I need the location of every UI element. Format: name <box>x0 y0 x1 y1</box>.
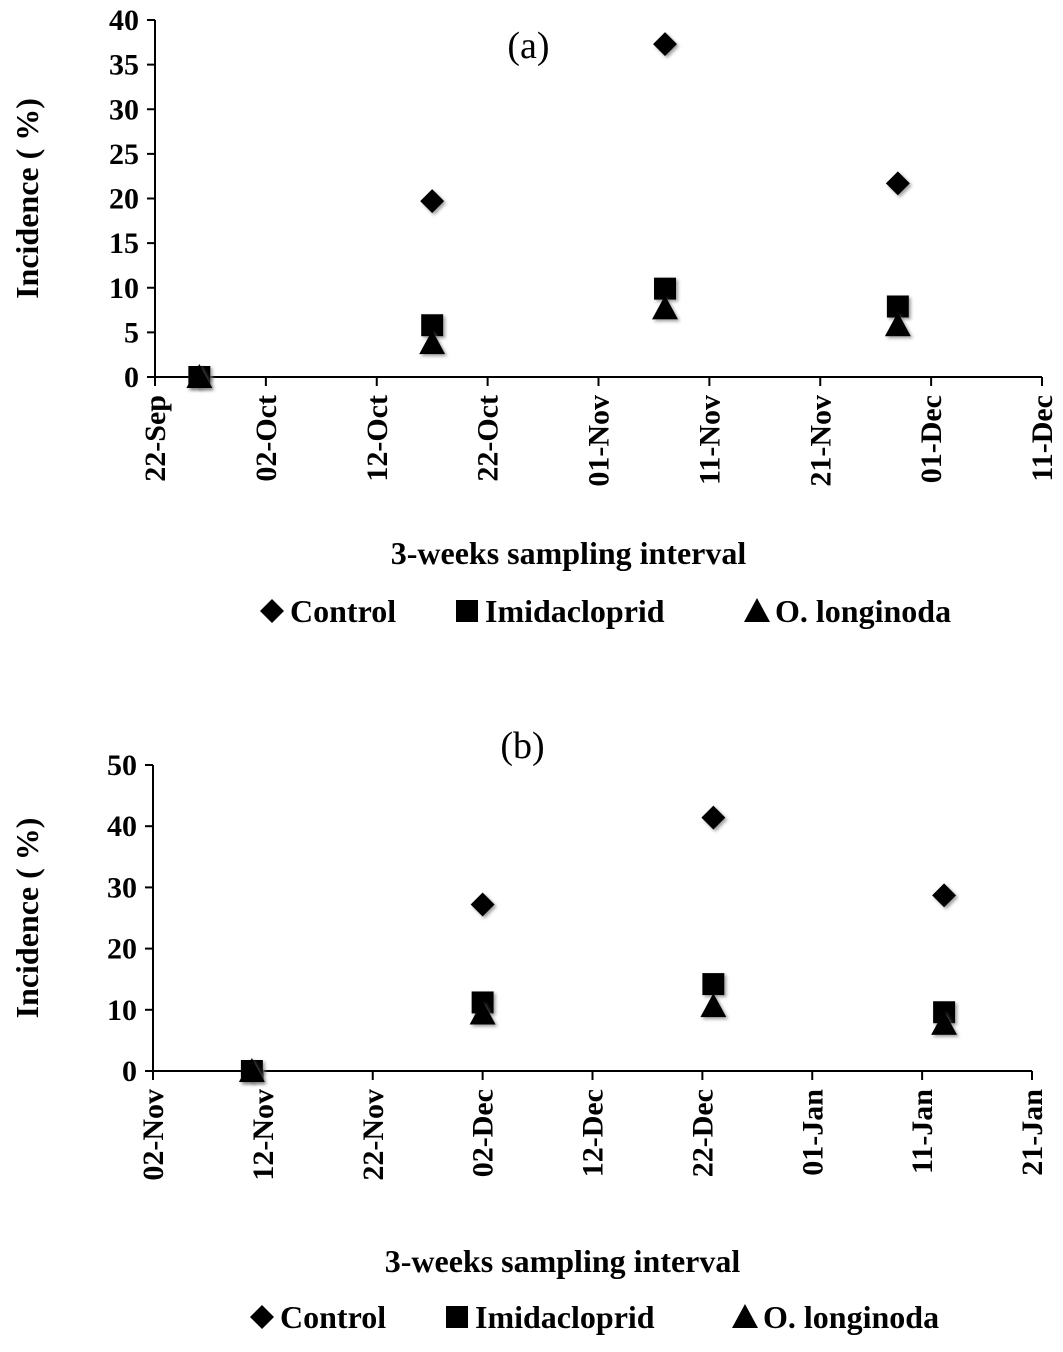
legend-label: Imidacloprid <box>475 1299 655 1335</box>
o-longinoda-point <box>238 1058 265 1083</box>
o-longinoda-point <box>931 1010 958 1035</box>
y-axis-label: Incidence ( %) <box>9 98 45 299</box>
x-tick-label: 01-Jan <box>796 1089 829 1176</box>
x-tick-label: 02-Dec <box>467 1089 500 1177</box>
x-tick-label: 11-Jan <box>906 1089 939 1174</box>
control-point <box>470 892 495 917</box>
o-longinoda-point <box>419 330 446 355</box>
imidacloprid-point <box>886 295 909 318</box>
o-longinoda-point <box>884 312 911 337</box>
legend-label: Imidacloprid <box>485 593 665 629</box>
x-tick-label: 22-Oct <box>472 395 505 482</box>
y-tick-label: 20 <box>107 933 137 966</box>
y-tick-label: 15 <box>109 227 139 260</box>
y-tick-label: 0 <box>124 361 139 394</box>
y-tick-label: 20 <box>109 183 139 216</box>
legend-label: Control <box>280 1299 386 1335</box>
x-tick-label: 11-Dec <box>1026 395 1059 482</box>
chart-panel-b: 0 10 20 30 40 50 02-Nov 12-Nov 22-Nov 02-Dec 12-De… <box>9 725 1049 1335</box>
x-tick-label: 22-Dec <box>686 1089 719 1177</box>
y-tick-label: 30 <box>107 871 137 904</box>
legend-square-icon <box>446 1306 468 1328</box>
control-point <box>932 883 957 908</box>
y-tick-label: 50 <box>107 749 137 782</box>
chart-panel-a: 0 5 10 15 20 25 30 35 40 22-Sep 02-Oct 12-Oct 22-Oct… <box>9 4 1059 629</box>
y-tick-label: 0 <box>122 1055 137 1088</box>
y-tick-label: 5 <box>124 316 139 349</box>
x-axis-label: 3-weeks sampling interval <box>391 535 747 571</box>
y-tick-label: 35 <box>109 49 139 82</box>
legend-label: O. longinoda <box>775 593 951 629</box>
x-tick-label: 01-Nov <box>583 395 616 487</box>
y-tick-label: 30 <box>109 93 139 126</box>
x-tick-label: 02-Nov <box>137 1089 170 1181</box>
x-tick-label: 21-Nov <box>804 395 837 487</box>
control-point <box>653 32 678 57</box>
control-point <box>701 805 726 830</box>
x-tick-label: 12-Oct <box>361 395 394 482</box>
x-tick-label: 22-Nov <box>357 1089 390 1181</box>
legend-triangle-icon <box>732 1304 758 1329</box>
legend-square-icon <box>456 600 478 622</box>
legend-label: Control <box>290 593 396 629</box>
o-longinoda-point <box>469 1000 496 1025</box>
chart-title: (a) <box>507 25 549 67</box>
x-tick-label: 02-Oct <box>250 395 283 482</box>
x-axis-label: 3-weeks sampling interval <box>385 1243 741 1279</box>
legend-label: O. longinoda <box>763 1299 939 1335</box>
x-tick-label: 12-Dec <box>577 1089 610 1177</box>
y-tick-label: 40 <box>107 810 137 843</box>
y-tick-label: 10 <box>107 994 137 1027</box>
legend-diamond-icon <box>260 599 284 623</box>
y-tick-label: 25 <box>109 138 139 171</box>
y-tick-label: 40 <box>109 4 139 37</box>
x-tick-label: 22-Sep <box>139 395 172 482</box>
legend-diamond-icon <box>250 1305 274 1329</box>
y-tick-label: 10 <box>109 272 139 305</box>
x-tick-label: 01-Dec <box>915 395 948 483</box>
control-point <box>420 189 445 214</box>
x-tick-label: 21-Jan <box>1016 1089 1049 1176</box>
x-tick-label: 11-Nov <box>693 395 726 485</box>
o-longinoda-point <box>700 993 727 1018</box>
y-axis-label: Incidence ( %) <box>9 818 45 1019</box>
legend-triangle-icon <box>744 598 770 623</box>
x-tick-label: 12-Nov <box>247 1089 280 1181</box>
imidacloprid-point <box>421 314 444 337</box>
imidacloprid-point <box>702 973 725 996</box>
o-longinoda-point <box>652 295 679 320</box>
chart-title: (b) <box>500 725 544 767</box>
imidacloprid-point <box>654 277 677 300</box>
control-point <box>885 171 910 196</box>
o-longinoda-point <box>186 364 213 389</box>
